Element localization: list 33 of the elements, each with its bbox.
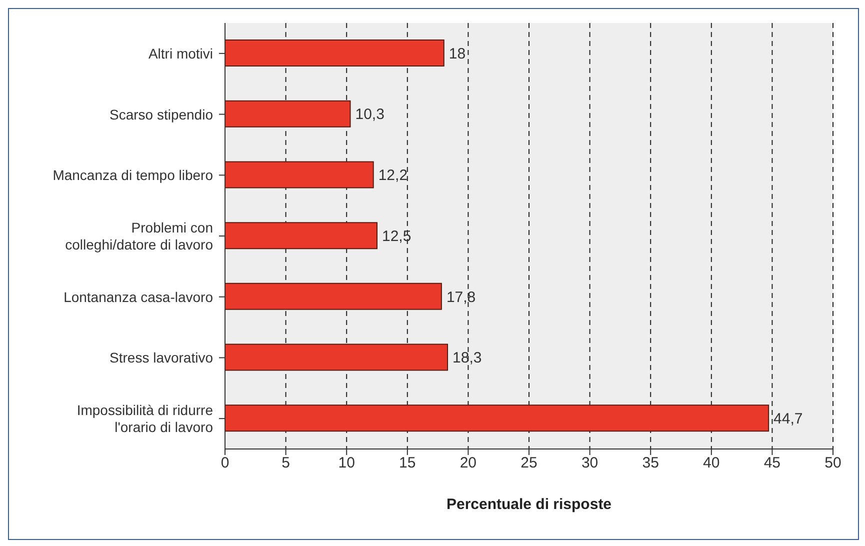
y-tick-label: Altri motivi xyxy=(148,45,213,62)
bar xyxy=(225,222,378,250)
y-tick-label: Stress lavorativo xyxy=(110,350,214,366)
x-tick-label: 10 xyxy=(338,454,355,472)
y-tick-label: Scarso stipendio xyxy=(109,106,214,122)
bar xyxy=(225,344,448,371)
x-tick-label: 0 xyxy=(220,454,230,472)
x-tick-label: 45 xyxy=(764,454,781,472)
x-tick-label: 20 xyxy=(460,454,477,472)
bar xyxy=(225,404,770,432)
bar xyxy=(225,40,444,66)
x-tick-label: 30 xyxy=(581,454,598,472)
bar xyxy=(225,282,442,310)
y-tick-label: Lontananza casa-lavoro xyxy=(64,288,214,305)
data-label: 12,2 xyxy=(378,167,408,184)
bar xyxy=(225,161,374,188)
x-tick-label: 40 xyxy=(703,454,720,472)
data-label: 10,3 xyxy=(355,106,384,124)
x-axis-title: Percentuale di risposte xyxy=(446,496,612,513)
data-label: 17,8 xyxy=(446,288,476,306)
y-tick-label: Impossibilità di ridurre l'orario di lavoro xyxy=(76,402,214,436)
y-tick-label: Mancanza di tempo libero xyxy=(52,167,214,184)
bar xyxy=(225,100,351,128)
data-label: 18,3 xyxy=(452,350,482,367)
x-tick-label: 15 xyxy=(399,454,416,472)
data-label: 44,7 xyxy=(774,410,803,428)
data-label: 18 xyxy=(448,45,466,62)
x-tick-label: 25 xyxy=(520,454,538,472)
x-tick-label: 50 xyxy=(824,454,842,472)
x-tick-label: 35 xyxy=(642,454,659,472)
y-tick-label: Problemi con colleghi/datore di lavoro xyxy=(65,220,214,252)
data-label: 12,5 xyxy=(382,228,412,245)
x-tick-label: 5 xyxy=(282,454,290,472)
